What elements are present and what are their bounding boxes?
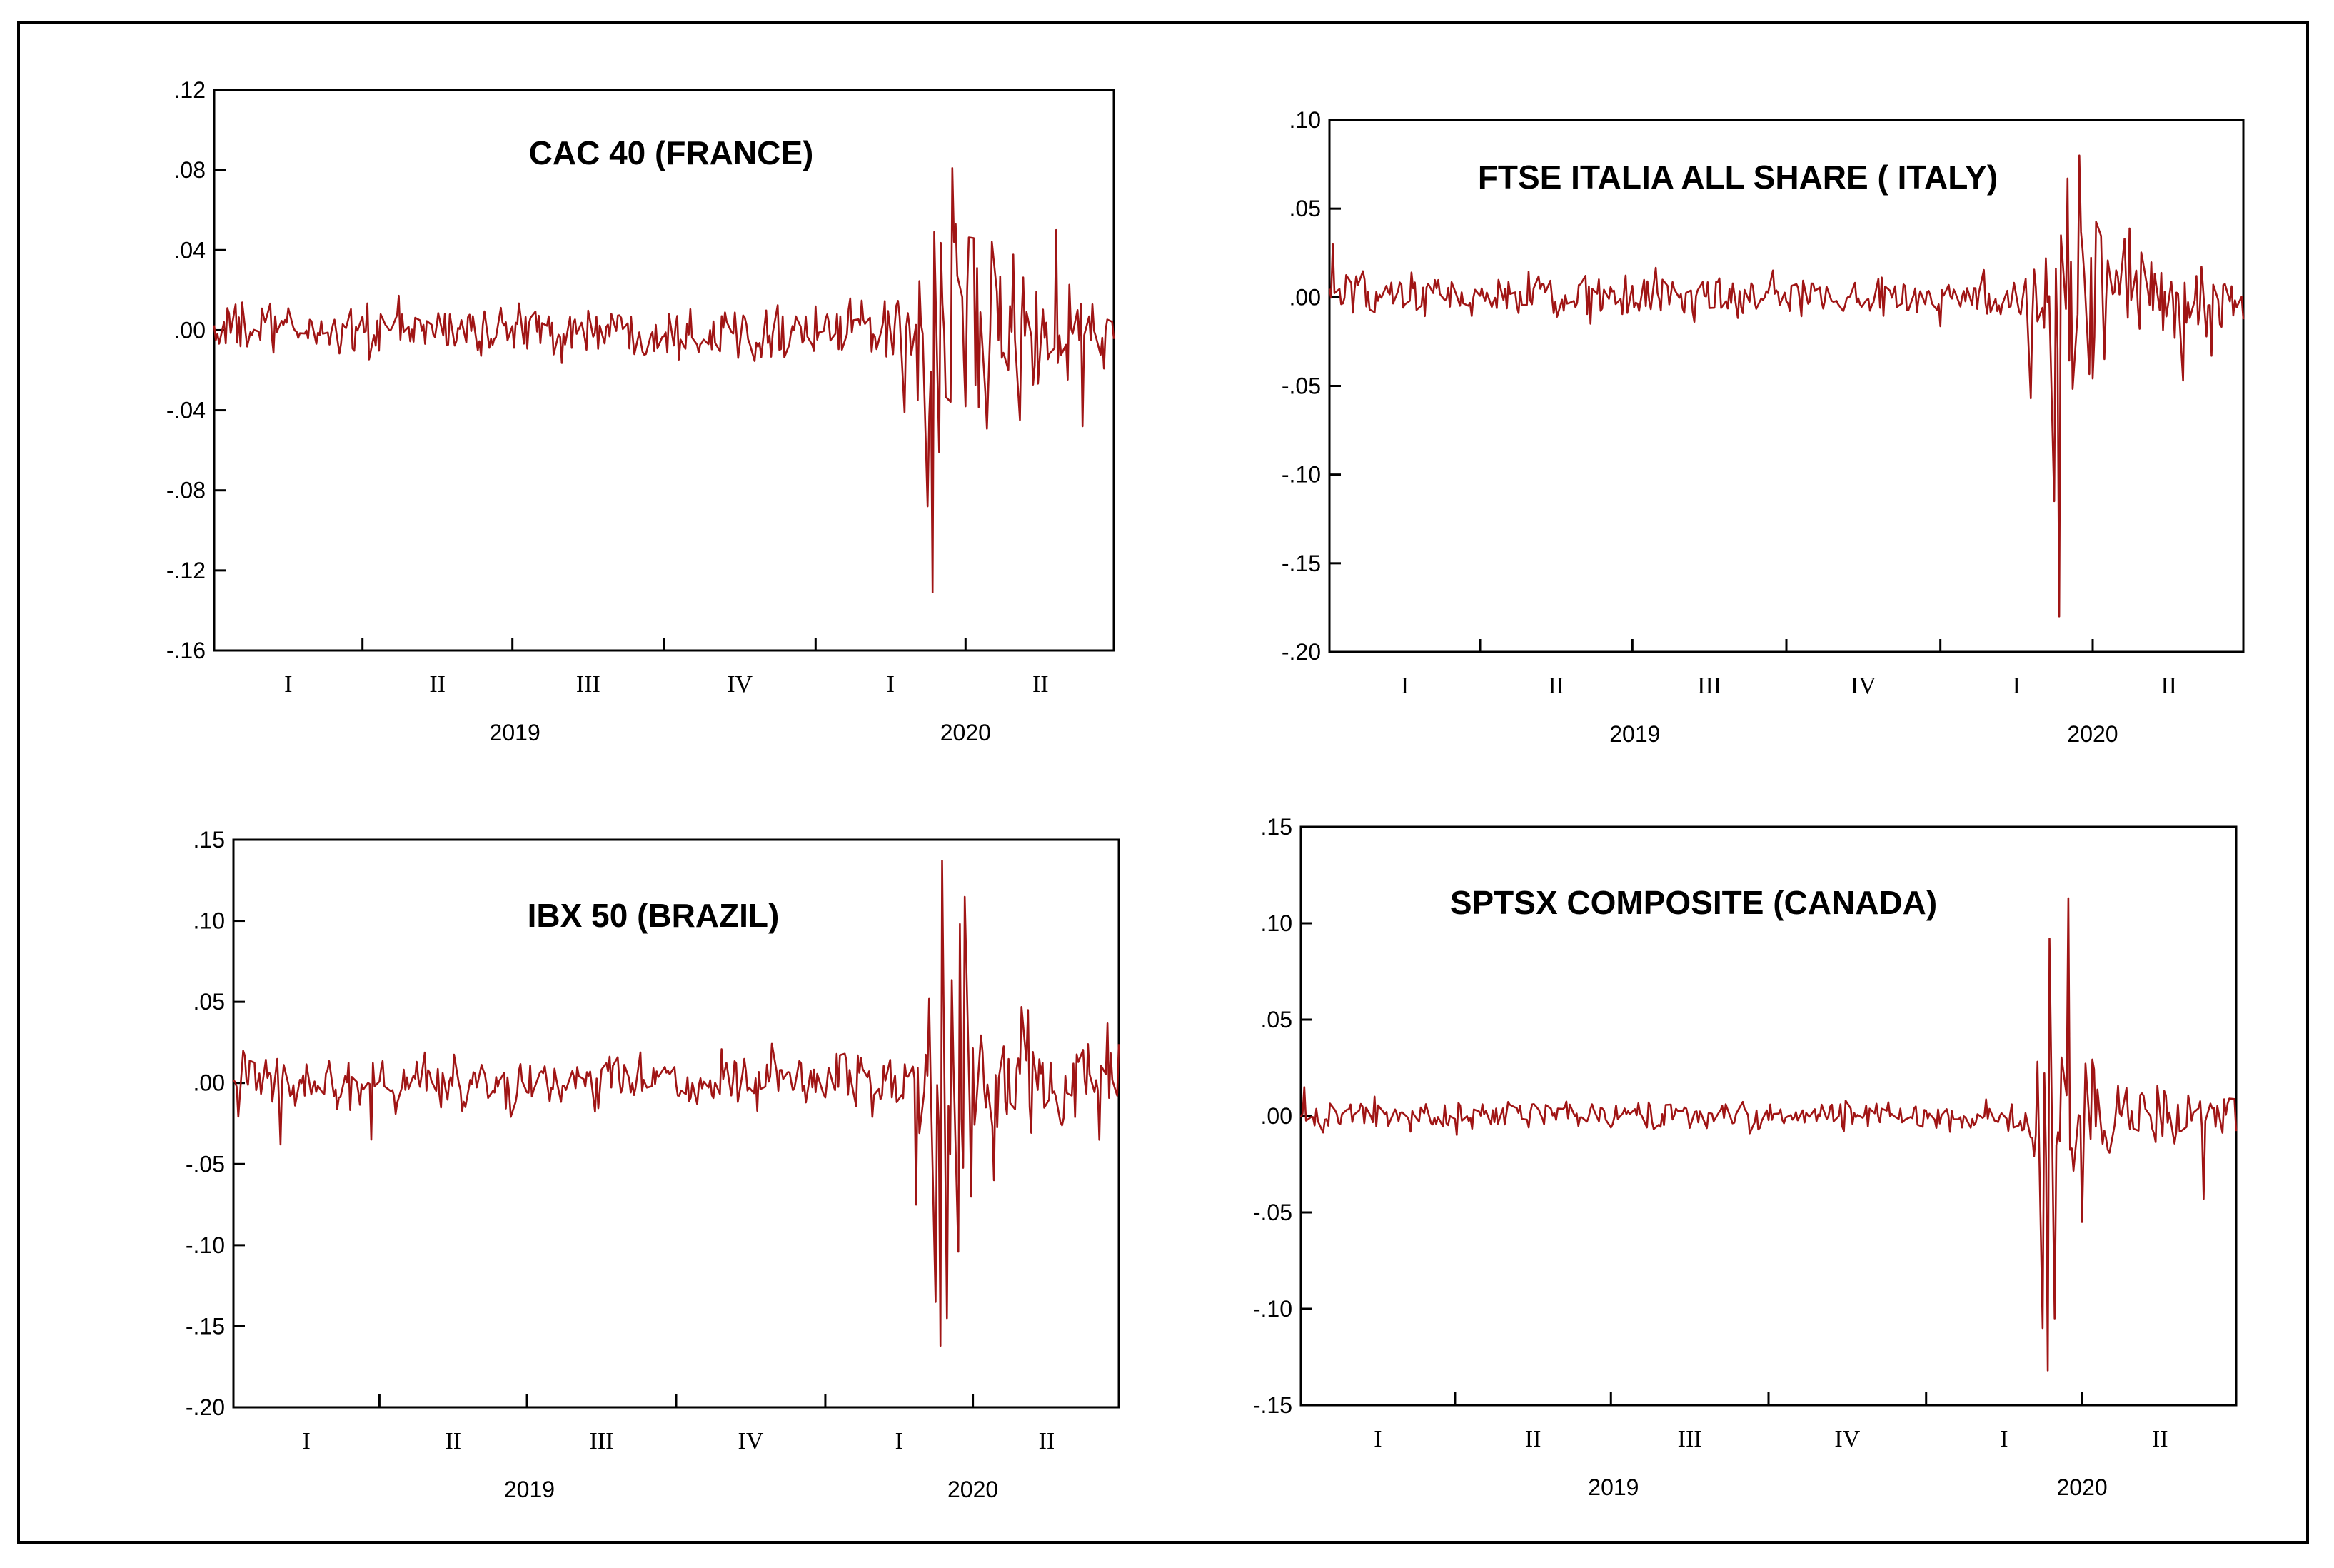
chart-panel-sptsx: SPTSX COMPOSITE (CANADA) .15 .10 .05 .00 -.0… bbox=[1253, 814, 2238, 1500]
quarter-label: III bbox=[576, 671, 600, 698]
y-tick-label: .10 bbox=[1261, 910, 1292, 936]
quarter-label: III bbox=[590, 1428, 614, 1454]
chart-title: SPTSX COMPOSITE (CANADA) bbox=[1450, 884, 1937, 921]
quarter-label: III bbox=[1678, 1426, 1702, 1452]
y-tick-label: .00 bbox=[1289, 284, 1321, 310]
year-label: 2019 bbox=[504, 1477, 555, 1502]
year-label: 2019 bbox=[490, 720, 540, 745]
y-tick-label: -.10 bbox=[1282, 462, 1321, 488]
y-tick-label: .00 bbox=[174, 317, 206, 343]
y-tick-label: .10 bbox=[193, 908, 225, 934]
year-label: 2020 bbox=[2067, 721, 2118, 747]
quarter-label: IV bbox=[738, 1428, 764, 1454]
quarter-label: I bbox=[1374, 1426, 1382, 1452]
y-tick-label: -.10 bbox=[1253, 1296, 1292, 1322]
quarter-label: IV bbox=[1834, 1426, 1860, 1452]
y-tick-label: .08 bbox=[174, 157, 206, 183]
y-tick-label: -.20 bbox=[186, 1394, 225, 1420]
y-tick-label: -.15 bbox=[1282, 551, 1321, 576]
y-tick-label: -.15 bbox=[1253, 1392, 1292, 1418]
y-tick-label: -.10 bbox=[186, 1232, 225, 1258]
quarter-label: II bbox=[429, 671, 446, 698]
y-tick-label: .00 bbox=[193, 1070, 225, 1096]
quarter-label: I bbox=[1401, 673, 1409, 699]
y-tick-label: .04 bbox=[174, 237, 206, 263]
quarter-label: II bbox=[445, 1428, 461, 1454]
year-label: 2019 bbox=[1588, 1474, 1639, 1500]
quarter-label: II bbox=[2152, 1426, 2168, 1452]
chart-panel-ibx50: IBX 50 (BRAZIL) .15 .10 .05 .00 -.05 -.10 -.15… bbox=[186, 827, 1120, 1502]
quarter-label: II bbox=[2161, 673, 2177, 699]
year-label: 2020 bbox=[940, 720, 991, 745]
y-tick-label: .05 bbox=[1289, 196, 1321, 221]
y-tick-label: -.20 bbox=[1282, 639, 1321, 665]
y-tick-label: -.08 bbox=[166, 478, 206, 503]
plot-area bbox=[1328, 119, 2245, 653]
quarter-label: II bbox=[1525, 1426, 1541, 1452]
y-tick-label: .12 bbox=[174, 77, 206, 103]
series-line-returns bbox=[1328, 154, 2245, 618]
series-line-returns bbox=[232, 860, 1120, 1347]
y-tick-label: -.04 bbox=[166, 398, 206, 423]
series-line-returns bbox=[1299, 897, 2238, 1372]
quarter-label: IV bbox=[1851, 673, 1876, 699]
year-label: 2020 bbox=[2056, 1474, 2107, 1500]
y-tick-label: -.12 bbox=[166, 558, 206, 583]
chart-title: CAC 40 (FRANCE) bbox=[529, 134, 814, 171]
chart-title: IBX 50 (BRAZIL) bbox=[528, 897, 780, 934]
quarter-label: IV bbox=[727, 671, 753, 698]
year-label: 2020 bbox=[947, 1477, 998, 1502]
quarter-label: III bbox=[1697, 673, 1721, 699]
y-tick-label: .10 bbox=[1289, 107, 1321, 133]
y-tick-label: .15 bbox=[193, 827, 225, 853]
y-tick-label: -.05 bbox=[1282, 373, 1321, 399]
quarter-label: I bbox=[2000, 1426, 2008, 1452]
y-tick-label: -.15 bbox=[186, 1313, 225, 1339]
quarter-label: II bbox=[1039, 1428, 1055, 1454]
chart-panel-cac40: CAC 40 (FRANCE) .12 .08 .04 .00 -.04 -.08 -.12… bbox=[166, 77, 1115, 745]
chart-panel-ftse-italia: FTSE ITALIA ALL SHARE ( ITALY) .10 .05 .00… bbox=[1282, 107, 2245, 747]
year-label: 2019 bbox=[1609, 721, 1660, 747]
y-tick-label: -.16 bbox=[166, 638, 206, 663]
quarter-label: I bbox=[284, 671, 292, 698]
quarter-label: I bbox=[895, 1428, 903, 1454]
quarter-label: I bbox=[887, 671, 895, 698]
quarter-label: I bbox=[2013, 673, 2021, 699]
quarter-label: I bbox=[303, 1428, 311, 1454]
y-tick-label: -.05 bbox=[186, 1151, 225, 1177]
y-tick-label: .15 bbox=[1261, 814, 1292, 840]
y-tick-label: -.05 bbox=[1253, 1200, 1292, 1225]
series-line-returns bbox=[213, 167, 1115, 594]
y-tick-label: .00 bbox=[1261, 1103, 1292, 1129]
chart-title: FTSE ITALIA ALL SHARE ( ITALY) bbox=[1478, 159, 1998, 196]
y-tick-label: .05 bbox=[193, 989, 225, 1015]
quarter-label: II bbox=[1548, 673, 1564, 699]
quarter-label: II bbox=[1032, 671, 1049, 698]
figure-frame bbox=[17, 21, 2309, 1544]
y-tick-label: .05 bbox=[1261, 1007, 1292, 1032]
